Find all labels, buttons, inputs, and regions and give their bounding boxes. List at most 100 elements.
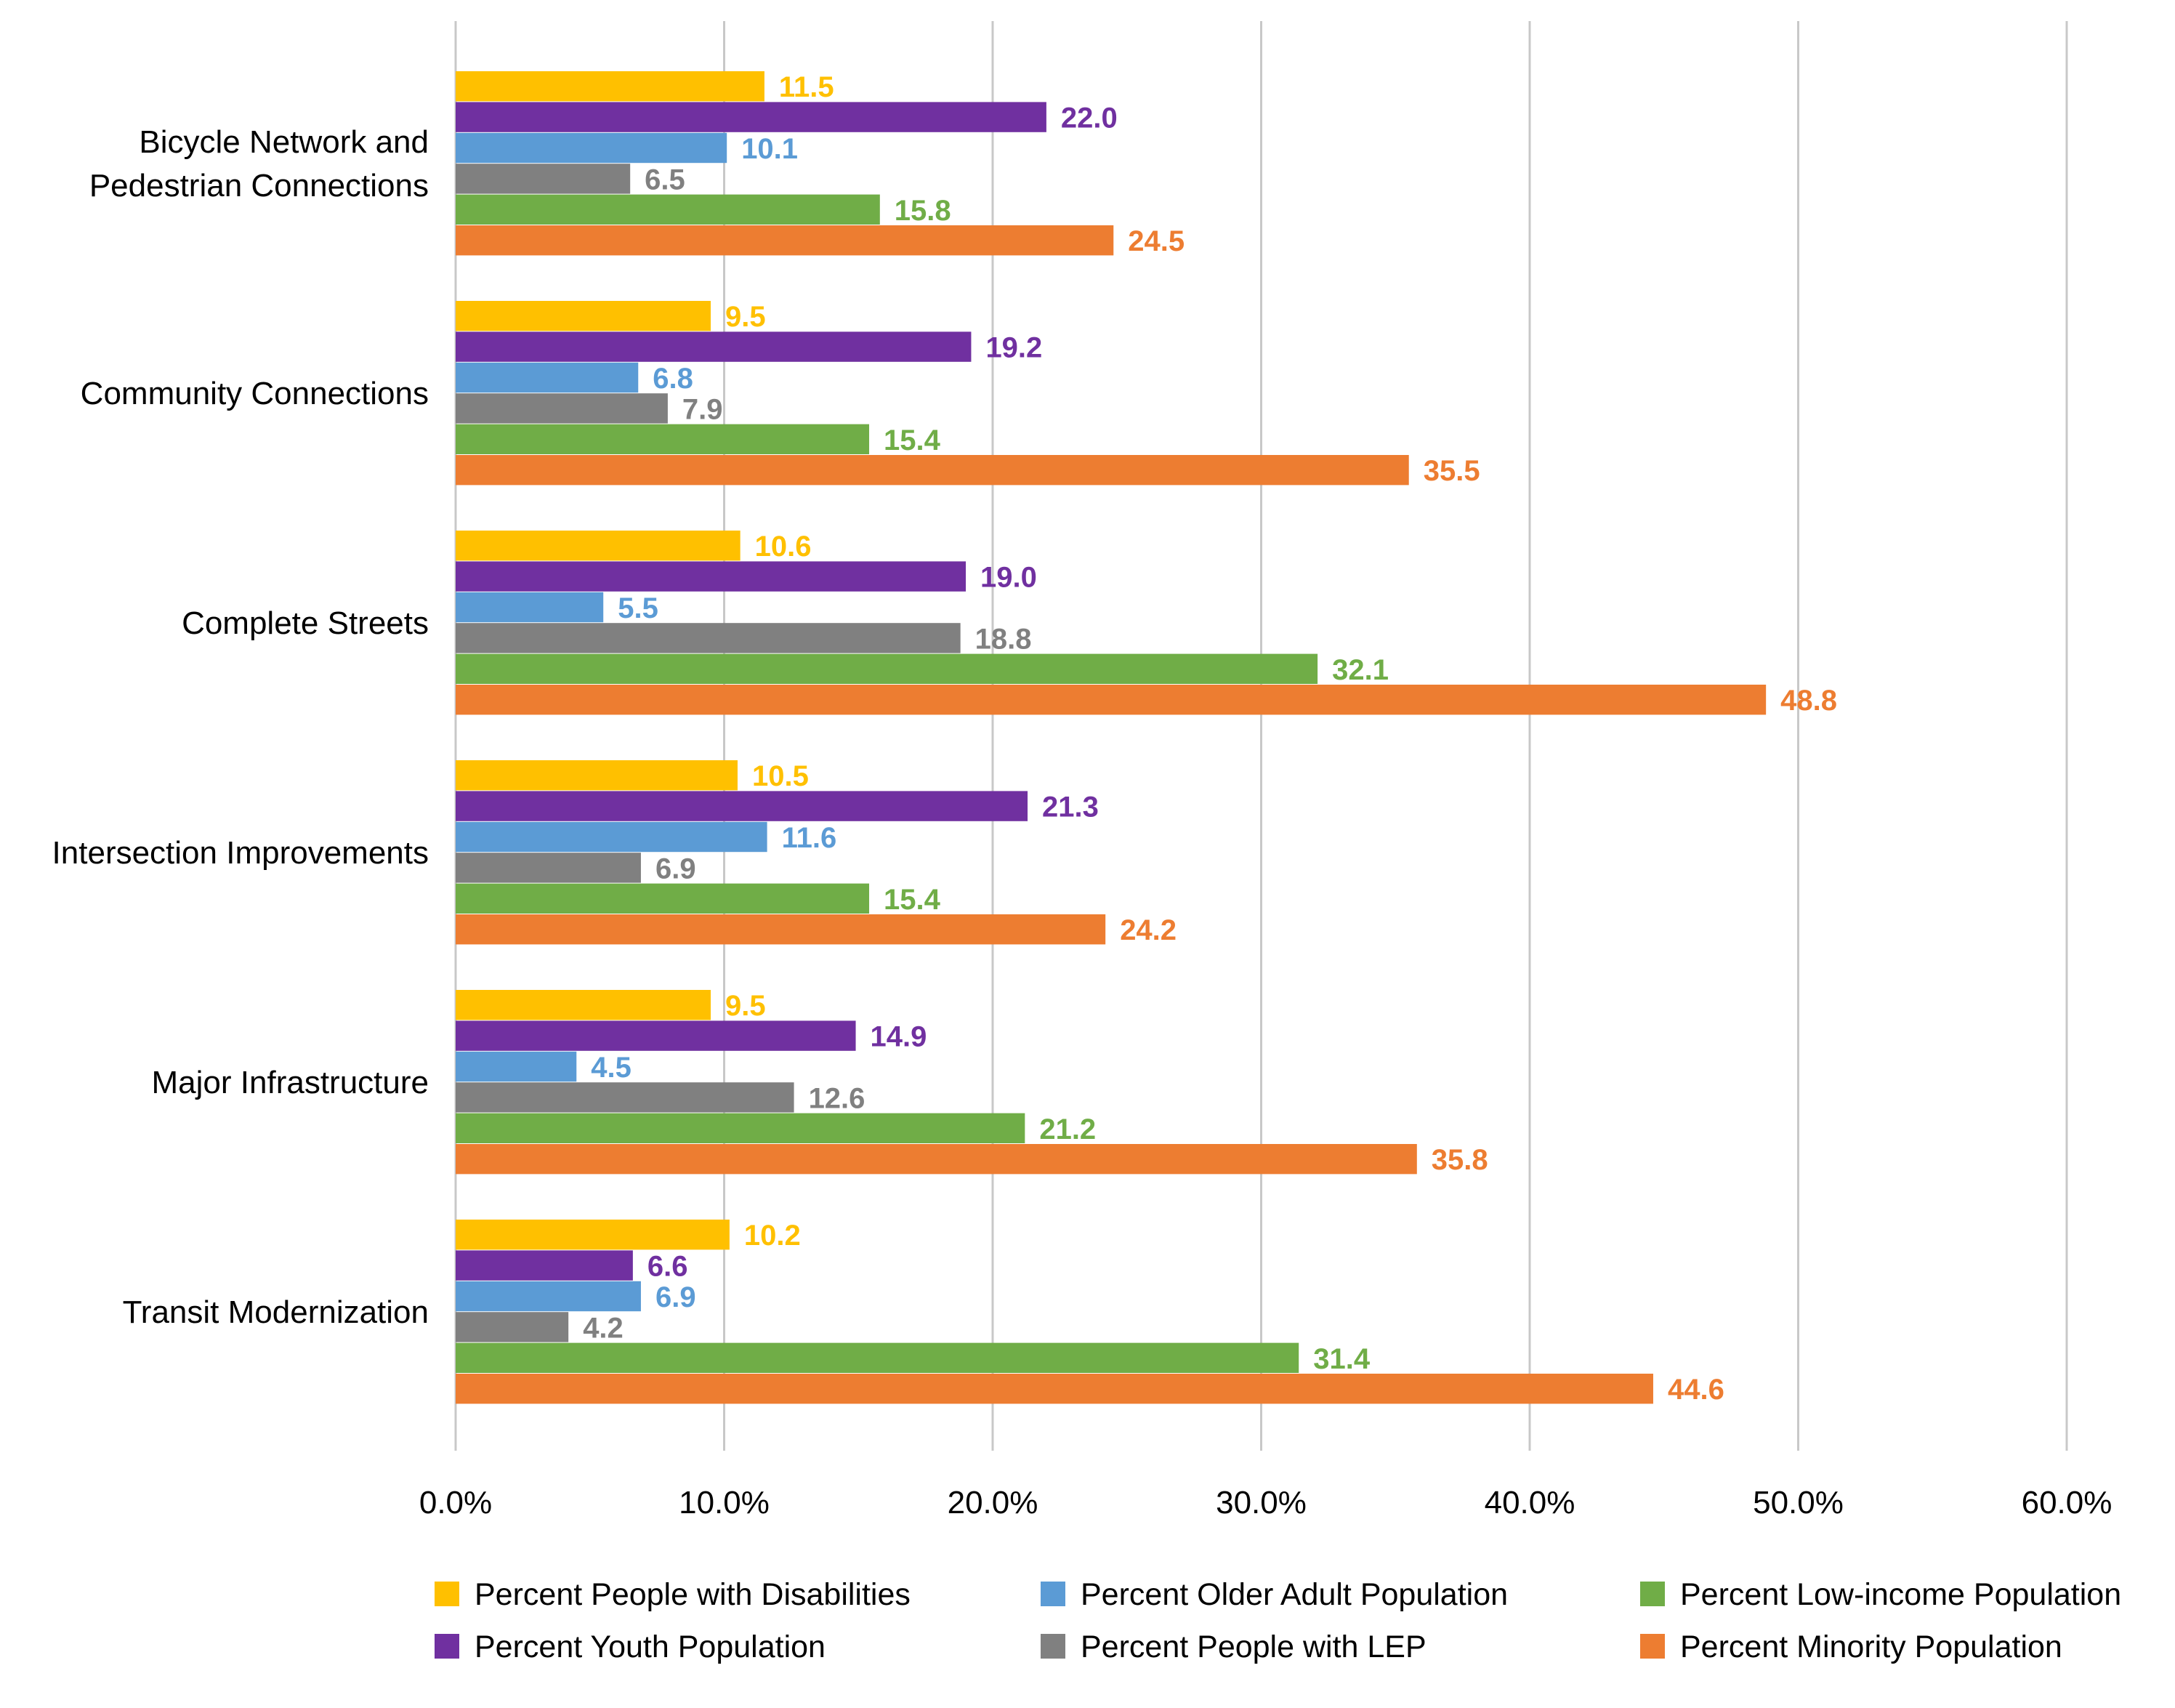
bar — [456, 225, 1114, 256]
bar — [456, 531, 741, 561]
legend-swatch — [1640, 1634, 1665, 1659]
legend-swatch — [1640, 1582, 1665, 1606]
legend-label: Percent People with Disabilities — [475, 1577, 911, 1612]
data-label: 35.8 — [1432, 1144, 1488, 1176]
bar — [456, 1051, 577, 1082]
data-label: 6.6 — [647, 1251, 688, 1283]
data-label: 21.3 — [1042, 791, 1099, 823]
data-label: 44.6 — [1668, 1374, 1724, 1406]
bar — [456, 194, 880, 225]
bar — [456, 1220, 730, 1250]
data-label: 7.9 — [682, 393, 723, 425]
legend-item: Percent Low-income Population — [1640, 1577, 2121, 1612]
y-axis-category-labels: Bicycle Network and Pedestrian Connection… — [52, 124, 429, 1330]
data-label: 12.6 — [809, 1082, 865, 1114]
bar — [456, 1113, 1025, 1143]
bar — [456, 653, 1318, 684]
data-label: 10.2 — [744, 1220, 801, 1252]
x-tick-label: 0.0% — [419, 1485, 492, 1520]
bar — [456, 821, 767, 853]
bar — [456, 1082, 794, 1113]
bar — [456, 455, 1409, 486]
bar — [456, 132, 727, 164]
data-label: 4.2 — [583, 1312, 624, 1344]
x-tick-label: 40.0% — [1485, 1485, 1575, 1520]
bar — [456, 1281, 641, 1312]
bar — [456, 301, 711, 331]
data-label: 15.4 — [884, 424, 941, 456]
bar — [456, 424, 870, 454]
category-label: Major Infrastructure — [152, 1065, 429, 1100]
data-label: 48.8 — [1780, 685, 1837, 717]
category-label: Pedestrian Connections — [89, 168, 429, 204]
data-label: 10.6 — [755, 531, 812, 563]
category-label: Bicycle Network and — [139, 124, 429, 160]
legend-label: Percent Youth Population — [475, 1630, 826, 1664]
bar — [456, 623, 961, 653]
data-label: 9.5 — [725, 301, 766, 333]
data-label: 21.2 — [1039, 1113, 1096, 1145]
bar — [456, 71, 764, 102]
category-label: Complete Streets — [182, 605, 429, 641]
data-label: 15.4 — [884, 884, 941, 916]
bar — [456, 791, 1028, 821]
bar — [456, 1312, 569, 1342]
bar — [456, 1374, 1653, 1404]
bar — [456, 102, 1046, 132]
data-label: 4.5 — [591, 1052, 631, 1084]
legend-label: Percent Minority Population — [1680, 1630, 2062, 1664]
data-label: 19.0 — [980, 562, 1037, 594]
x-axis-tick-labels: 0.0% 10.0% 20.0% 30.0% 40.0% 50.0% 60.0% — [419, 1485, 2113, 1520]
data-label: 6.8 — [653, 363, 693, 395]
legend-item: Percent Older Adult Population — [1041, 1577, 1508, 1612]
bar — [456, 990, 711, 1020]
legend: Percent People with Disabilities Percent … — [435, 1577, 2121, 1664]
data-label: 6.9 — [655, 1281, 696, 1313]
bar — [456, 914, 1106, 945]
data-label: 9.5 — [725, 990, 766, 1022]
data-labels: 11.5 22.0 10.1 6.5 15.8 24.5 9.5 19.2 6.87.9 15.4… — [583, 71, 1837, 1406]
data-label: 32.1 — [1332, 654, 1389, 686]
legend-swatch — [1041, 1634, 1065, 1659]
x-tick-label: 20.0% — [948, 1485, 1038, 1520]
category-label: Transit Modernization — [123, 1294, 429, 1330]
data-label: 22.0 — [1061, 102, 1118, 134]
data-label: 31.4 — [1313, 1343, 1371, 1375]
legend-swatch — [435, 1634, 459, 1659]
x-tick-label: 50.0% — [1753, 1485, 1844, 1520]
data-label: 11.6 — [782, 822, 837, 854]
legend-label: Percent People with LEP — [1081, 1630, 1427, 1664]
data-label: 35.5 — [1424, 455, 1480, 487]
category-label: Intersection Improvements — [52, 835, 429, 871]
bar — [456, 1144, 1417, 1175]
legend-label: Percent Older Adult Population — [1081, 1577, 1508, 1612]
data-label: 5.5 — [618, 592, 658, 624]
bar — [456, 1020, 856, 1051]
bar — [456, 883, 870, 914]
category-label: Community Connections — [81, 376, 429, 411]
bar — [456, 1250, 633, 1281]
bars — [456, 71, 1767, 1404]
x-tick-label: 10.0% — [679, 1485, 770, 1520]
legend-item: Percent People with Disabilities — [435, 1577, 911, 1612]
data-label: 11.5 — [779, 71, 834, 103]
bar — [456, 164, 631, 194]
data-label: 24.5 — [1128, 225, 1185, 257]
bar — [456, 760, 738, 791]
data-label: 15.8 — [895, 195, 951, 227]
data-label: 6.9 — [655, 853, 696, 885]
bar — [456, 592, 604, 623]
legend-item: Percent Minority Population — [1640, 1630, 2062, 1664]
data-label: 6.5 — [645, 164, 685, 196]
bar — [456, 853, 641, 883]
x-tick-label: 30.0% — [1216, 1485, 1307, 1520]
legend-item: Percent Youth Population — [435, 1630, 826, 1664]
x-tick-label: 60.0% — [2022, 1485, 2113, 1520]
data-label: 24.2 — [1120, 914, 1177, 946]
data-label: 10.1 — [741, 133, 798, 165]
bar — [456, 561, 967, 592]
data-label: 10.5 — [752, 760, 809, 792]
gridlines — [454, 21, 2068, 1451]
legend-swatch — [435, 1582, 459, 1606]
